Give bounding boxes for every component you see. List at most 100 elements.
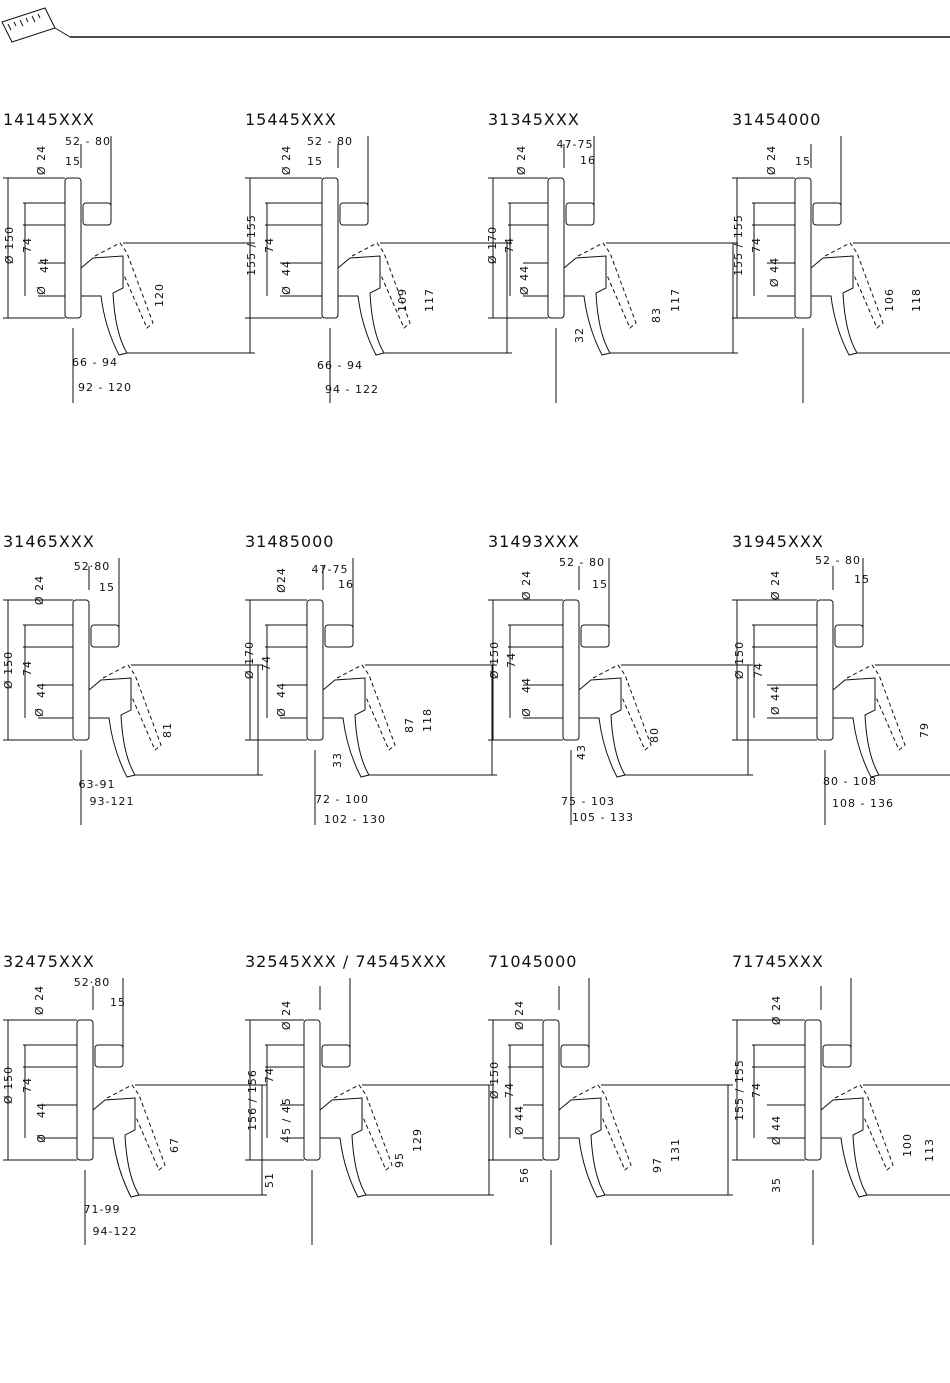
dimension-label: 15 (854, 573, 870, 586)
dimension-label: 51 (263, 1172, 276, 1188)
lever-swing (824, 242, 884, 329)
dimension-label: 74 (260, 655, 273, 671)
dimension-label: Ø 150 (2, 1066, 15, 1104)
ruler-icon (1, 7, 71, 43)
dimension-label: 66 - 94 (317, 359, 363, 372)
dimension-label: 155 / 155 (733, 1059, 746, 1121)
dimension-label: 102 - 130 (324, 813, 386, 826)
dimension-label: 66 - 94 (72, 356, 118, 369)
dimension-label: 100 (901, 1133, 914, 1157)
lever-swing (572, 1084, 632, 1171)
dimension-label: 74 (750, 237, 763, 253)
dimension-label: 81 (161, 722, 174, 738)
dimension-label: 72 - 100 (315, 793, 369, 806)
dimension-label: Ø 170 (243, 641, 256, 679)
dimension-label: 15 (110, 996, 126, 1009)
lever-handle (810, 255, 858, 356)
dimension-label: 74 (21, 1077, 34, 1093)
diverter-knob (812, 202, 842, 226)
dimension-label: 94-122 (93, 1225, 138, 1238)
dimension-label: 113 (923, 1138, 936, 1162)
dimension-label: 117 (669, 288, 682, 312)
drawing-panel: 31454000 Ø 24 15 155 / 155 74 Ø 44 106 118 (732, 110, 950, 403)
dimension-label: 44 (38, 257, 51, 273)
lever-handle (578, 677, 626, 778)
model-number: 31454000 (732, 110, 821, 129)
dimension-label: 155 / 155 (245, 214, 258, 276)
dimension-label: Ø24 (275, 567, 288, 593)
dimension-label: Ø 150 (488, 1061, 501, 1099)
dimension-label: 74 (752, 662, 765, 678)
dimension-label: 155 / 155 (732, 214, 745, 276)
dimension-label: Ø 44 (513, 1105, 526, 1135)
dimension-label: 52 - 80 (307, 135, 353, 148)
dimension-label: 74 (263, 237, 276, 253)
dimension-lines (732, 978, 950, 1245)
diverter-knob (822, 1044, 852, 1068)
model-number: 31493XXX (488, 532, 580, 551)
lever-swing (94, 242, 154, 329)
lever-swing (577, 242, 637, 329)
dimension-lines (488, 978, 733, 1245)
lever-handle (558, 1097, 606, 1198)
dimension-label: 33 (331, 752, 344, 768)
drawing-panel: 31945XXX 52 - 80 15 Ø 24 Ø 150 74 Ø 44 79 80 - 1… (732, 532, 950, 825)
lever-swing (592, 664, 652, 751)
model-number: 71745XXX (732, 952, 824, 971)
lever-swing (106, 1084, 166, 1171)
dimension-label: 95 (393, 1152, 406, 1168)
dimension-label: Ø 150 (488, 641, 501, 679)
dimension-label: 15 (592, 578, 608, 591)
model-number: 71045000 (488, 952, 577, 971)
dimension-label: 74 (21, 660, 34, 676)
dimension-label: Ø 44 (770, 1115, 783, 1145)
dimension-label: 118 (910, 288, 923, 312)
dimension-label: 44 (275, 682, 288, 698)
wall-plate (76, 1019, 94, 1161)
dimension-label: 44 (280, 260, 293, 276)
dimension-label: Ø (33, 707, 46, 717)
dimension-label: Ø 44 (769, 685, 782, 715)
dimension-label: Ø 24 (769, 570, 782, 600)
model-number: 32545XXX / 74545XXX (245, 952, 447, 971)
dimension-lines (3, 558, 263, 825)
dimension-label: Ø (35, 285, 48, 295)
dimension-label: Ø 150 (733, 641, 746, 679)
dimension-label: 118 (421, 708, 434, 732)
dimension-lines (245, 978, 494, 1245)
wall-plate (303, 1019, 321, 1161)
dimension-label: 131 (669, 1138, 682, 1162)
diverter-knob (321, 1044, 351, 1068)
dimension-label: 74 (21, 237, 34, 253)
wall-plate (306, 599, 324, 741)
lever-handle (820, 1097, 868, 1198)
dimension-label: 92 - 120 (78, 381, 132, 394)
dimension-label: 93-121 (90, 795, 135, 808)
dimension-label: Ø 24 (33, 985, 46, 1015)
wall-plate (542, 1019, 560, 1161)
dimension-label: Ø 170 (486, 226, 499, 264)
dimension-label: 44 (520, 677, 533, 693)
dimension-label: 74 (750, 1082, 763, 1098)
dimension-label: 117 (423, 288, 436, 312)
dimension-label: 71-99 (84, 1203, 121, 1216)
dimension-label: 97 (651, 1157, 664, 1173)
wall-plate (72, 599, 90, 741)
dimension-label: Ø 24 (280, 145, 293, 175)
diverter-knob (94, 1044, 124, 1068)
dimension-label: Ø (520, 707, 533, 717)
diverter-knob (82, 202, 112, 226)
dimension-label: 16 (580, 154, 596, 167)
diverter-knob (580, 624, 610, 648)
dimension-label: 15 (99, 581, 115, 594)
dimension-label: Ø 24 (35, 145, 48, 175)
dimension-lines (245, 136, 512, 403)
dimension-label: Ø 44 (768, 257, 781, 287)
dimension-label: 106 (883, 288, 896, 312)
dimension-label: Ø 24 (520, 570, 533, 600)
dimension-label: 80 - 108 (823, 775, 877, 788)
dimension-label: 15 (307, 155, 323, 168)
